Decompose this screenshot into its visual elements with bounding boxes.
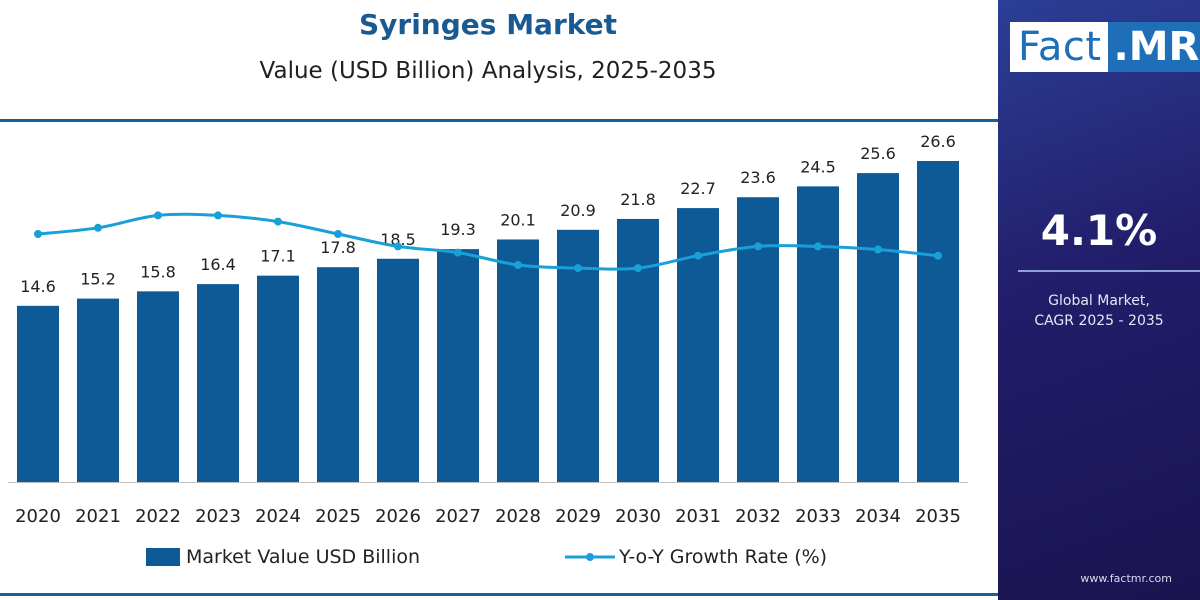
bottom-divider xyxy=(0,593,998,596)
growth-point-2031 xyxy=(694,251,702,260)
bar-2022 xyxy=(137,291,179,482)
x-tick-2031: 2031 xyxy=(675,506,721,527)
data-label-2033: 24.5 xyxy=(800,157,836,176)
data-label-2035: 26.6 xyxy=(920,132,956,151)
x-tick-2021: 2021 xyxy=(75,506,121,527)
x-tick-2026: 2026 xyxy=(375,506,421,527)
data-label-2030: 21.8 xyxy=(620,190,656,209)
cagr-label-line2: CAGR 2025 - 2035 xyxy=(1034,313,1164,329)
data-label-2028: 20.1 xyxy=(500,210,536,229)
growth-point-2020 xyxy=(34,230,42,238)
bar-2031 xyxy=(677,208,719,482)
data-label-2027: 19.3 xyxy=(440,220,476,239)
growth-point-2021 xyxy=(94,223,102,232)
x-tick-2032: 2032 xyxy=(735,506,781,527)
chart-title: Syringes Market xyxy=(358,8,617,41)
growth-point-2028 xyxy=(514,261,522,269)
cagr-value: 4.1% xyxy=(1040,206,1158,255)
x-tick-2035: 2035 xyxy=(915,506,961,527)
x-tick-2023: 2023 xyxy=(195,506,241,527)
website-url: www.factmr.com xyxy=(1080,572,1172,585)
growth-point-2025 xyxy=(334,230,342,238)
data-label-2032: 23.6 xyxy=(740,168,776,187)
x-tick-2033: 2033 xyxy=(795,506,841,527)
growth-point-2027 xyxy=(454,248,462,257)
x-tick-2025: 2025 xyxy=(315,506,361,527)
x-tick-2034: 2034 xyxy=(855,506,901,527)
x-tick-2022: 2022 xyxy=(135,506,181,527)
bar-2034 xyxy=(857,173,899,483)
bar-2021 xyxy=(77,298,119,482)
bar-2025 xyxy=(317,267,359,482)
growth-point-2029 xyxy=(574,264,582,273)
data-label-2020: 14.6 xyxy=(20,277,56,296)
chart-subtitle: Value (USD Billion) Analysis, 2025-2035 xyxy=(259,58,717,84)
growth-point-2030 xyxy=(634,264,642,273)
cagr-label-line1: Global Market, xyxy=(1048,293,1150,309)
bar-2030 xyxy=(617,218,659,483)
x-tick-2030: 2030 xyxy=(615,506,661,527)
data-label-2024: 17.1 xyxy=(260,247,296,266)
growth-rate-line xyxy=(37,212,939,271)
bar-2028 xyxy=(497,239,539,482)
bar-2035 xyxy=(917,161,959,482)
growth-point-2035 xyxy=(934,251,942,260)
data-label-2031: 22.7 xyxy=(680,179,716,198)
bar-2027 xyxy=(437,249,479,482)
x-tick-2020: 2020 xyxy=(15,506,61,527)
data-label-2029: 20.9 xyxy=(560,201,596,220)
bar-2032 xyxy=(737,197,779,482)
legend-line-label: Y-o-Y Growth Rate (%) xyxy=(619,546,828,568)
logo-text-left: Fact xyxy=(1018,24,1102,70)
bar-2026 xyxy=(377,258,419,482)
growth-point-2023 xyxy=(214,211,222,220)
legend-bar-item: Market Value USD Billion xyxy=(146,544,420,570)
data-label-2034: 25.6 xyxy=(860,144,896,163)
brand-logo: Fact .MR xyxy=(1010,22,1200,72)
bar-2033 xyxy=(797,186,839,482)
x-tick-2024: 2024 xyxy=(255,506,301,527)
data-label-2023: 16.4 xyxy=(200,255,236,274)
growth-point-2022 xyxy=(154,211,162,220)
title-divider xyxy=(0,119,998,122)
cagr-divider xyxy=(1018,270,1200,272)
legend-line-item: Y-o-Y Growth Rate (%) xyxy=(565,544,827,570)
growth-point-2024 xyxy=(274,217,282,226)
x-tick-2027: 2027 xyxy=(435,506,481,527)
legend-bar-label: Market Value USD Billion xyxy=(186,546,421,568)
chart-area: Syringes Market Value (USD Billion) Anal… xyxy=(0,8,998,596)
bar-2024 xyxy=(257,275,299,482)
growth-point-2026 xyxy=(394,242,402,251)
bar-2023 xyxy=(197,284,239,482)
growth-point-2033 xyxy=(814,242,822,251)
logo-text-right: .MR xyxy=(1107,22,1200,72)
data-label-2025: 17.8 xyxy=(320,238,356,257)
data-label-2022: 15.8 xyxy=(140,262,176,281)
legend-bar-swatch xyxy=(146,548,180,566)
x-tick-2028: 2028 xyxy=(495,506,541,527)
growth-point-2032 xyxy=(754,242,762,251)
x-tick-2029: 2029 xyxy=(555,506,601,527)
side-panel: Fact .MR 4.1% Global Market, CAGR 2025 -… xyxy=(998,0,1200,600)
bar-2020 xyxy=(17,305,59,482)
legend-line-swatch xyxy=(565,553,615,561)
plot-area: 14.6 2020 15.2 2021 15.8 2022 16.4 2023 17.1 2024… xyxy=(8,132,968,527)
growth-point-2034 xyxy=(874,245,882,254)
data-label-2021: 15.2 xyxy=(80,270,116,289)
